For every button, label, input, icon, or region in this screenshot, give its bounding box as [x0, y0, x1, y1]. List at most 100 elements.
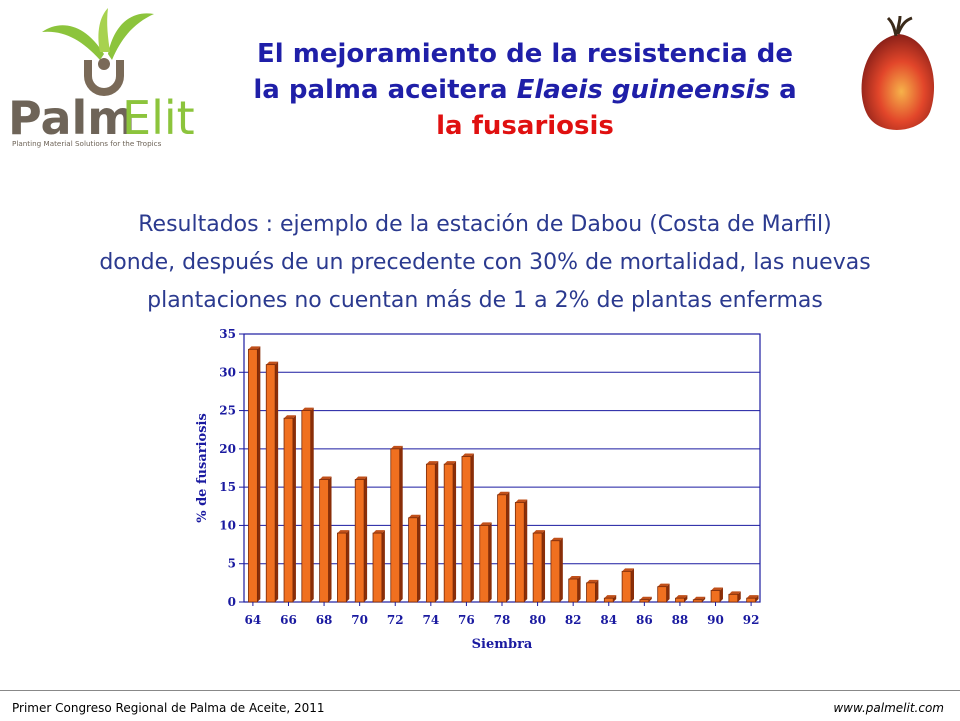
x-tick-label: 72 — [387, 613, 404, 627]
bar-80 — [532, 532, 543, 603]
bar-top — [408, 514, 421, 518]
bar-top — [248, 346, 261, 350]
x-tick-label: 92 — [743, 613, 760, 627]
bar-top — [533, 530, 546, 534]
results-line-2: donde, después de un precedente con 30% … — [99, 250, 871, 275]
bar-top — [693, 596, 706, 600]
footer-url[interactable]: www.palmelit.com — [833, 701, 944, 715]
slide-title: El mejoramiento de la resistencia de la … — [215, 36, 835, 144]
y-tick-label: 30 — [219, 365, 236, 379]
x-tick-label: 74 — [422, 613, 439, 627]
bar-68 — [319, 479, 329, 603]
bar-64 — [248, 348, 258, 603]
bar-86 — [639, 599, 650, 603]
results-line-3: plantaciones no cuentan más de 1 a 2% de… — [147, 288, 823, 313]
bar-side — [524, 499, 528, 602]
footer: Primer Congreso Regional de Palma de Ace… — [0, 690, 960, 721]
bar-side — [631, 568, 634, 602]
x-tick-label: 88 — [672, 613, 689, 627]
chart-bars — [248, 346, 759, 603]
bar-side — [613, 595, 617, 602]
bar-side — [453, 461, 457, 602]
bar-side — [666, 583, 670, 602]
bar-top — [301, 407, 314, 411]
bar-side — [310, 407, 314, 602]
y-tick-label: 0 — [228, 595, 236, 609]
bar-90 — [710, 590, 721, 603]
bar-side — [506, 491, 510, 602]
bar-side — [648, 596, 652, 602]
bar-side — [257, 346, 261, 602]
bar-top — [319, 476, 332, 480]
y-tick-label: 15 — [219, 480, 236, 494]
bar-top — [497, 491, 510, 495]
bar-66 — [283, 417, 294, 603]
bar-side — [542, 530, 546, 602]
bar-71 — [372, 532, 383, 603]
x-tick-label: 90 — [707, 613, 724, 627]
y-tick-label: 10 — [219, 518, 236, 532]
bar-side — [559, 537, 563, 602]
bar-top — [568, 576, 581, 580]
x-tick-label: 80 — [529, 613, 546, 627]
x-tick-label: 82 — [565, 613, 582, 627]
title-line-1: El mejoramiento de la resistencia de — [257, 39, 793, 69]
bar-76 — [461, 456, 472, 603]
bar-top — [657, 583, 670, 587]
title-line-3: la fusariosis — [436, 111, 614, 141]
bar-88 — [675, 597, 685, 603]
bar-81 — [550, 540, 561, 603]
bar-top — [550, 537, 563, 541]
y-tick-label: 25 — [219, 404, 236, 418]
bar-side — [719, 587, 723, 602]
x-tick-label: 76 — [458, 613, 475, 627]
bar-side — [702, 596, 706, 602]
bar-side — [684, 595, 688, 602]
bar-side — [328, 476, 332, 602]
bar-85 — [621, 570, 632, 603]
bar-top — [479, 522, 492, 526]
bar-side — [275, 361, 279, 602]
logo-leaf-center — [98, 8, 110, 52]
bar-top — [284, 415, 296, 419]
bar-side — [488, 522, 492, 602]
footer-event: Primer Congreso Regional de Palma de Ace… — [12, 701, 325, 715]
logo-leaf-right — [108, 13, 154, 60]
bar-top — [515, 499, 528, 503]
bar-top — [728, 591, 741, 595]
bar-69 — [337, 532, 347, 603]
bar-top — [373, 530, 385, 534]
bar-side — [577, 576, 581, 602]
bar-top — [586, 579, 599, 583]
logo-dot — [98, 58, 110, 70]
title-line-2: la palma aceitera Elaeis guineensis a — [215, 72, 835, 108]
title-line-2c: a — [770, 75, 797, 105]
bar-78 — [497, 494, 507, 603]
logo-leaf-left — [42, 25, 104, 61]
bar-89 — [692, 599, 703, 603]
bar-92 — [746, 597, 756, 603]
x-axis-label: Siembra — [472, 637, 533, 652]
bar-65 — [265, 364, 276, 603]
bar-84 — [603, 597, 614, 603]
bar-top — [390, 445, 403, 449]
bar-side — [737, 591, 741, 602]
bar-top — [461, 453, 474, 457]
chart-axes: 0 5 10 15 20 25 30 35 64 66 68 70 72 74 76 78 80 82 84 86 88… — [219, 327, 759, 627]
fusariosis-bar-chart: 0 5 10 15 20 25 30 35 64 66 68 70 72 74 76 78 80 82 84 86 88… — [195, 327, 761, 652]
bar-72 — [390, 448, 401, 603]
logo-brand-elit: Elit — [122, 91, 195, 145]
bar-87 — [657, 586, 667, 603]
bar-side — [399, 445, 403, 602]
x-tick-label: 64 — [245, 613, 262, 627]
bar-70 — [354, 479, 365, 603]
bar-side — [755, 595, 759, 602]
results-text: Resultados : ejemplo de la estación de D… — [20, 206, 950, 320]
bar-side — [381, 530, 385, 602]
bar-side — [292, 415, 296, 602]
bar-top — [639, 596, 652, 600]
fruit-body — [861, 34, 935, 130]
y-tick-label: 35 — [219, 327, 236, 341]
bar-top — [711, 587, 723, 591]
bar-side — [364, 476, 368, 602]
